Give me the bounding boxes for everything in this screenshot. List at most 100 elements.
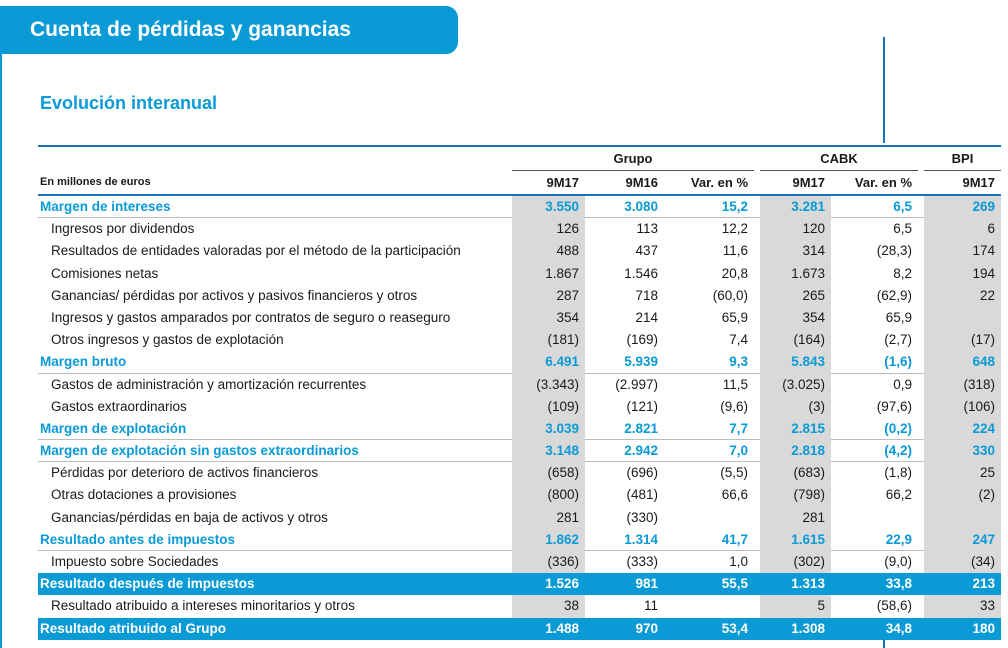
row-value: 6.491 xyxy=(512,351,585,374)
group-header-grupo: Grupo xyxy=(512,148,754,171)
row-label: Gastos de administración y amortización … xyxy=(51,376,367,392)
row-value: 120 xyxy=(760,218,831,241)
row-value: (318) xyxy=(924,373,1001,396)
col-header: 9M17 xyxy=(792,175,825,190)
row-label: Margen de explotación xyxy=(40,420,187,436)
group-header-bpi: BPI xyxy=(924,148,1001,171)
table-row: Margen de intereses 3.550 3.080 15,2 3.281 6,… xyxy=(38,196,1001,219)
row-value: 12,2 xyxy=(721,221,748,237)
row-value: (1,8) xyxy=(884,465,912,481)
table-row: Otros ingresos y gastos de explotación (1… xyxy=(38,329,1001,352)
row-value: 281 xyxy=(512,506,585,529)
row-value: (9,6) xyxy=(720,398,748,414)
row-value: (109) xyxy=(512,395,585,418)
table-row: Margen de explotación 3.039 2.821 7,7 2.815 (… xyxy=(38,417,1001,441)
divider-line-bottom xyxy=(883,638,885,648)
row-label: Margen bruto xyxy=(40,354,127,370)
left-accent-rule xyxy=(0,54,2,648)
table-row: Impuesto sobre Sociedades (336) (333) 1,0 (3… xyxy=(38,551,1001,574)
row-value: 126 xyxy=(512,218,585,241)
row-label: Resultado después de impuestos xyxy=(40,576,255,592)
row-value: 41,7 xyxy=(721,531,748,547)
row-value: 648 xyxy=(924,351,1001,374)
row-value: 1.526 xyxy=(545,576,579,592)
row-value: 15,2 xyxy=(721,199,748,214)
section-banner: Cuenta de pérdidas y ganancias xyxy=(0,6,458,54)
row-label: Ganancias/pérdidas en baja de activos y … xyxy=(51,509,328,525)
row-value: (333) xyxy=(626,554,658,569)
row-value: (60,0) xyxy=(712,287,748,303)
banner-title: Cuenta de pérdidas y ganancias xyxy=(30,18,351,41)
row-value: 65,9 xyxy=(721,309,748,325)
row-value: 3.080 xyxy=(624,199,658,214)
row-value: (4,2) xyxy=(884,443,912,459)
row-value: 22,9 xyxy=(885,531,912,547)
row-value: 6,5 xyxy=(893,199,912,214)
row-value: 330 xyxy=(924,440,1001,463)
table-row: Gastos extraordinarios (109) (121) (9,6) (3)… xyxy=(38,395,1001,418)
row-value: 3.039 xyxy=(512,417,585,441)
row-label: Ingresos por dividendos xyxy=(51,221,195,237)
row-value: (696) xyxy=(626,465,658,481)
row-value: (2) xyxy=(924,484,1001,507)
row-value: (336) xyxy=(512,551,585,574)
row-value: (330) xyxy=(626,509,658,525)
row-value xyxy=(924,306,1001,330)
row-value: 6,5 xyxy=(893,221,912,237)
row-value: 11 xyxy=(643,598,658,614)
row-value: 1.867 xyxy=(512,262,585,285)
row-value: 66,2 xyxy=(885,487,912,503)
row-value: 5.843 xyxy=(760,351,831,374)
table-row: Gastos de administración y amortización … xyxy=(38,373,1001,396)
row-value: 1.615 xyxy=(760,528,831,551)
row-label: Gastos extraordinarios xyxy=(51,398,187,414)
table-row: Ingresos por dividendos 126 113 12,2 120 6,5 6 xyxy=(38,218,1001,241)
table-row: Resultados de entidades valoradas por el… xyxy=(38,240,1001,263)
row-value: 7,7 xyxy=(729,420,748,436)
row-value: 174 xyxy=(924,240,1001,263)
group-header-cabk: CABK xyxy=(760,148,918,171)
table-row: Margen bruto 6.491 5.939 9,3 5.843 (1,6) 648 xyxy=(38,351,1001,374)
col-header: Var. en % xyxy=(690,175,748,190)
row-value: 11,6 xyxy=(722,243,748,259)
row-value: 281 xyxy=(760,506,831,529)
row-value: (2,7) xyxy=(884,332,912,348)
row-value: 1.308 xyxy=(791,620,825,636)
row-label: Resultado atribuido al Grupo xyxy=(40,620,227,636)
col-header: Var. en % xyxy=(854,175,912,190)
row-label: Ingresos y gastos amparados por contrato… xyxy=(51,309,451,325)
row-value: (481) xyxy=(626,487,658,503)
row-value: 7,4 xyxy=(729,332,748,348)
row-value: (800) xyxy=(512,484,585,507)
row-value: 3.550 xyxy=(512,196,585,219)
row-value: 1,0 xyxy=(729,554,748,569)
row-value: 224 xyxy=(924,417,1001,441)
row-label: Resultado atribuido a intereses minorita… xyxy=(51,598,355,614)
table-body: Margen de intereses 3.550 3.080 15,2 3.281 6,… xyxy=(38,196,1001,640)
table-row: Otras dotaciones a provisiones (800) (481)… xyxy=(38,484,1001,507)
row-value: 213 xyxy=(972,576,995,592)
row-value: 55,5 xyxy=(721,576,748,592)
table-row: Resultado atribuido al Grupo 1.488 970 53,4… xyxy=(38,617,1001,640)
row-value: 981 xyxy=(635,576,658,592)
row-value: 354 xyxy=(760,306,831,330)
row-value: 247 xyxy=(924,528,1001,551)
row-value: 1.314 xyxy=(624,531,658,547)
row-value: 2.818 xyxy=(760,440,831,463)
table-row: Ingresos y gastos amparados por contrato… xyxy=(38,306,1001,330)
row-value: 214 xyxy=(635,309,658,325)
row-value: (106) xyxy=(924,395,1001,418)
row-value: 2.815 xyxy=(760,417,831,441)
row-value: 314 xyxy=(760,240,831,263)
col-header: 9M16 xyxy=(625,175,658,190)
table-row: Margen de explotación sin gastos extraor… xyxy=(38,440,1001,463)
row-value: 437 xyxy=(635,243,658,259)
row-value: 33 xyxy=(924,595,1001,618)
row-value: (3.025) xyxy=(760,373,831,396)
row-value: (34) xyxy=(924,551,1001,574)
row-value: (3.343) xyxy=(512,373,585,396)
row-value: (181) xyxy=(512,329,585,352)
row-value: (798) xyxy=(760,484,831,507)
row-value: (683) xyxy=(760,462,831,485)
table-row: Resultado antes de impuestos 1.862 1.314 41… xyxy=(38,528,1001,551)
